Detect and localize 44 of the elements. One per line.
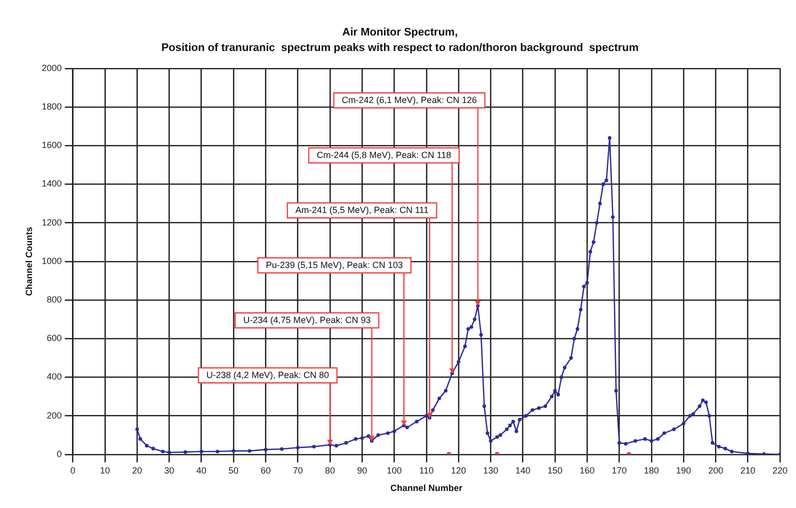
x-tick-label: 210 — [740, 465, 756, 476]
annotation: U-234 (4,75 MeV), Peak: CN 93 — [243, 314, 371, 325]
annotation: Pu-239 (5,15 MeV), Peak: CN 103 — [266, 260, 403, 270]
y-tick-label: 400 — [46, 372, 62, 382]
x-tick-label: 190 — [676, 465, 692, 476]
x-tick-label: 170 — [612, 465, 627, 476]
y-axis-title: Channel Counts — [24, 226, 34, 296]
annotation: U-238 (4,2 MeV), Peak: CN 80 — [206, 370, 329, 380]
annotation: Am-241 (5,5 MeV), Peak: CN 111 — [295, 204, 429, 215]
x-tick-label: 10 — [100, 465, 110, 476]
chart-subtitle: Position of tranuranic spectrum peaks with respect to radon/thoron background spectrum — [161, 42, 639, 54]
x-axis-title: Channel Number — [390, 483, 463, 494]
x-tick-label: 60 — [260, 465, 271, 476]
x-tick-label: 140 — [515, 465, 530, 476]
chart-title: Air Monitor Spectrum, — [342, 26, 458, 39]
y-tick-label: 600 — [46, 333, 62, 344]
y-tick-label: 200 — [46, 410, 62, 420]
x-tick-label: 120 — [451, 465, 466, 476]
x-tick-label: 100 — [386, 465, 402, 476]
y-tick-label: 2000 — [42, 62, 62, 73]
y-tick-label: 0 — [56, 448, 62, 459]
x-tick-label: 80 — [324, 465, 335, 476]
x-tick-label: 220 — [772, 465, 788, 476]
x-tick-label: 110 — [419, 465, 434, 476]
y-tick-label: 1400 — [42, 178, 62, 189]
y-tick-label: 800 — [46, 294, 62, 304]
x-tick-label: 70 — [292, 465, 303, 476]
x-tick-label: 50 — [228, 465, 239, 476]
x-tick-label: 130 — [483, 465, 498, 476]
y-tick-label: 1800 — [42, 101, 62, 112]
x-tick-label: 90 — [357, 465, 368, 476]
x-tick-label: 0 — [70, 465, 76, 476]
x-tick-label: 200 — [708, 465, 724, 476]
y-tick-label: 1600 — [42, 140, 62, 150]
x-tick-label: 150 — [547, 465, 563, 476]
y-tick-label: 1200 — [42, 217, 62, 228]
annotation: Cm-242 (6,1 MeV), Peak: CN 126 — [342, 94, 477, 105]
x-tick-label: 160 — [580, 465, 595, 476]
y-tick-label: 1000 — [42, 256, 62, 266]
x-tick-label: 20 — [132, 465, 142, 476]
x-tick-label: 30 — [164, 465, 174, 476]
annotation: Cm-244 (5,8 MeV), Peak: CN 118 — [316, 150, 452, 160]
x-tick-label: 180 — [644, 465, 659, 476]
x-tick-label: 40 — [196, 465, 206, 476]
